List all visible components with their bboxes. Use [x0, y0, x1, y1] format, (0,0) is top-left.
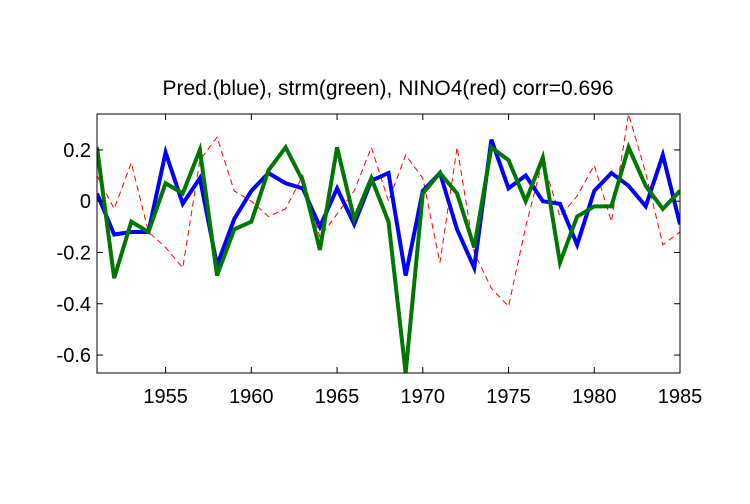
series-line-1 — [97, 141, 680, 373]
y-tick-label: 0 — [80, 191, 91, 213]
chart-title: Pred.(blue), strm(green), NINO4(red) cor… — [162, 77, 613, 100]
x-tick-label: 1960 — [229, 386, 274, 408]
y-tick-label: 0.2 — [63, 140, 91, 162]
series-line-2 — [97, 114, 680, 308]
x-tick-label: 1970 — [401, 386, 446, 408]
series-group — [97, 114, 680, 373]
x-tick-label: 1985 — [658, 386, 703, 408]
x-tick-label: 1955 — [143, 386, 188, 408]
y-tick-label: -0.2 — [57, 242, 91, 264]
y-tick-label: -0.6 — [57, 345, 91, 367]
axes: 1955 1960 1965 1970 1975 1980 1985 0.2 0 -0.2 -0.4… — [57, 113, 703, 408]
plot-area — [97, 114, 680, 373]
x-tick-label: 1975 — [486, 386, 531, 408]
y-tick-label: -0.4 — [57, 294, 91, 316]
x-tick-label: 1965 — [315, 386, 360, 408]
axes-frame — [96, 113, 681, 374]
series-line-0 — [97, 138, 680, 276]
x-tick-label: 1980 — [572, 386, 617, 408]
